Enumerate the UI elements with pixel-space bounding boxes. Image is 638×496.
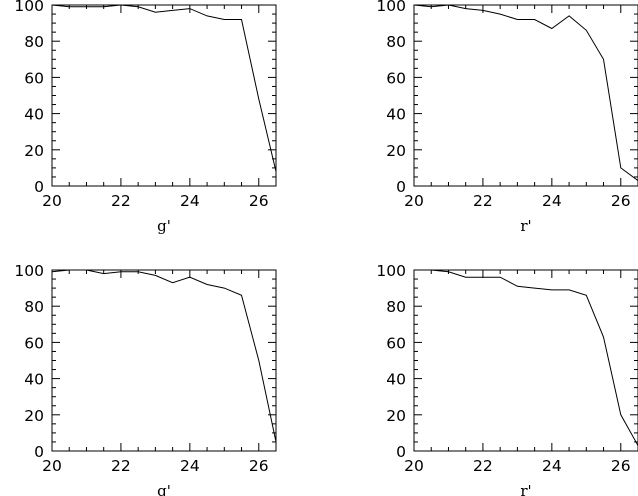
y-tick-label: 100 [376, 262, 406, 280]
y-tick-label: 100 [14, 262, 44, 280]
x-tick-label: 20 [404, 457, 424, 475]
x-axis-label: r' [520, 217, 531, 235]
y-tick-label: 80 [24, 33, 44, 51]
x-axis-label: r' [520, 482, 531, 496]
y-tick-label: 20 [386, 407, 406, 425]
x-tick-label: 26 [249, 457, 269, 475]
y-tick-label: 60 [386, 334, 406, 352]
y-tick-label: 40 [386, 106, 406, 124]
y-tick-label: 60 [386, 69, 406, 87]
y-tick-label: 20 [24, 142, 44, 160]
y-tick-label: 0 [396, 443, 406, 461]
y-tick-label: 0 [34, 443, 44, 461]
y-tick-label: 80 [386, 33, 406, 51]
x-tick-label: 20 [42, 192, 62, 210]
y-tick-label: 20 [24, 407, 44, 425]
x-tick-label: 22 [111, 457, 131, 475]
y-tick-label: 20 [386, 142, 406, 160]
plot-frame [413, 4, 638, 187]
plot-frame [413, 269, 638, 452]
x-tick-label: 26 [611, 457, 631, 475]
series-line [51, 4, 277, 172]
series-line [414, 269, 638, 446]
y-tick-label: 60 [24, 334, 44, 352]
plot-frame [51, 4, 277, 187]
x-tick-label: 22 [473, 192, 493, 210]
y-tick-label: 0 [34, 178, 44, 196]
y-tick-label: 80 [386, 298, 406, 316]
series-line [51, 269, 277, 443]
y-tick-label: 40 [24, 106, 44, 124]
x-tick-label: 26 [249, 192, 269, 210]
x-tick-label: 22 [473, 457, 493, 475]
x-tick-label: 24 [180, 192, 200, 210]
x-tick-label: 24 [542, 192, 562, 210]
y-tick-label: 100 [376, 0, 406, 15]
y-tick-label: 40 [386, 371, 406, 389]
x-tick-label: 26 [611, 192, 631, 210]
y-tick-label: 80 [24, 298, 44, 316]
y-tick-label: 100 [14, 0, 44, 15]
series-line [413, 4, 638, 182]
x-tick-label: 24 [542, 457, 562, 475]
x-tick-label: 22 [111, 192, 131, 210]
x-axis-label: g' [157, 482, 171, 496]
y-tick-label: 60 [24, 69, 44, 87]
x-axis-label: g' [157, 217, 171, 235]
x-tick-label: 20 [404, 192, 424, 210]
y-tick-label: 40 [24, 371, 44, 389]
x-tick-label: 20 [42, 457, 62, 475]
y-tick-label: 0 [396, 178, 406, 196]
x-tick-label: 24 [180, 457, 200, 475]
